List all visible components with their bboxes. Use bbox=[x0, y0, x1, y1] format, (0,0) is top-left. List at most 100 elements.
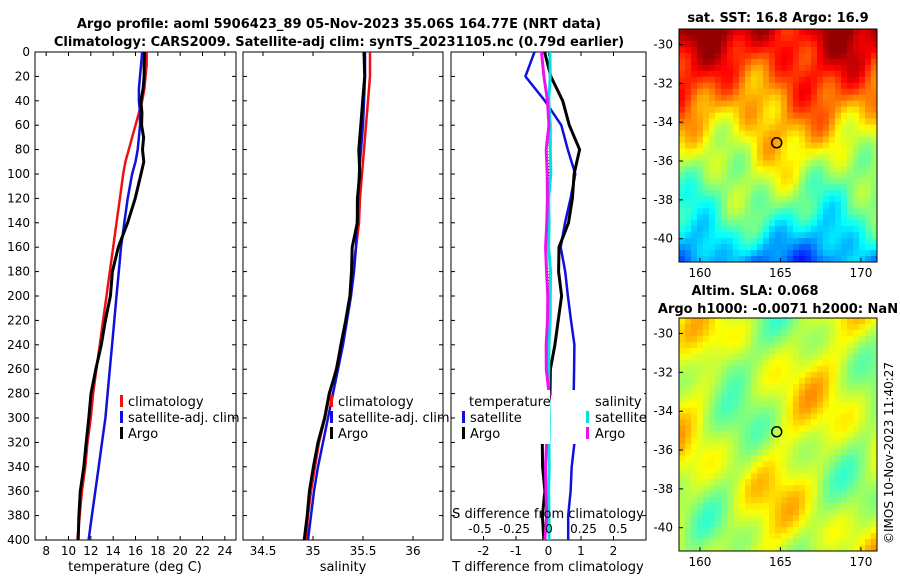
heatmap-cell bbox=[751, 461, 758, 468]
heatmap-cell bbox=[769, 347, 776, 355]
heatmap-cell bbox=[745, 318, 752, 325]
heatmap-cell bbox=[733, 318, 740, 325]
heatmap-cell bbox=[703, 425, 710, 432]
heatmap-cell bbox=[781, 196, 788, 203]
heatmap-cell bbox=[709, 166, 716, 173]
heatmap-cell bbox=[859, 46, 866, 54]
heatmap-cell bbox=[691, 34, 698, 42]
heatmap-cell bbox=[715, 318, 722, 325]
heatmap-cell bbox=[691, 539, 698, 546]
heatmap-cell bbox=[745, 130, 752, 137]
depth-tick-label: 140 bbox=[7, 216, 30, 230]
heatmap-cell bbox=[817, 443, 824, 450]
heatmap-cell bbox=[745, 94, 752, 102]
heatmap-cell bbox=[727, 341, 734, 349]
heatmap-cell bbox=[715, 244, 722, 251]
heatmap-cell bbox=[781, 425, 788, 432]
t-diff-tick-label: -1 bbox=[510, 544, 522, 558]
heatmap-cell bbox=[745, 58, 752, 66]
heatmap-cell bbox=[697, 419, 704, 426]
heatmap-cell bbox=[829, 395, 836, 403]
heatmap-cell bbox=[703, 407, 710, 414]
heatmap-cell bbox=[847, 94, 854, 102]
heatmap-cell bbox=[847, 347, 854, 355]
heatmap-cell bbox=[787, 190, 794, 197]
heatmap-cell bbox=[811, 407, 818, 414]
salinity-satellite-line bbox=[306, 52, 367, 540]
heatmap-cell bbox=[745, 34, 752, 42]
heatmap-cell bbox=[727, 202, 734, 209]
heatmap-cell bbox=[745, 335, 752, 343]
heatmap-cell bbox=[787, 353, 794, 361]
heatmap-cell bbox=[733, 214, 740, 221]
heatmap-cell bbox=[835, 401, 842, 409]
heatmap-cell bbox=[823, 250, 830, 257]
heatmap-cell bbox=[805, 389, 812, 397]
heatmap-cell bbox=[799, 395, 806, 403]
temperature-tick-label: 22 bbox=[195, 544, 210, 558]
heatmap-cell bbox=[787, 202, 794, 209]
heatmap-cell bbox=[697, 485, 704, 492]
heatmap-cell bbox=[769, 256, 776, 263]
heatmap-cell bbox=[745, 503, 752, 510]
heatmap-cell bbox=[763, 160, 770, 167]
heatmap-cell bbox=[871, 407, 878, 414]
heatmap-cell bbox=[691, 467, 698, 474]
heatmap-cell bbox=[685, 190, 692, 197]
heatmap-cell bbox=[709, 533, 716, 540]
heatmap-cell bbox=[679, 232, 686, 239]
legend-label-t-argo: Argo bbox=[470, 427, 500, 442]
heatmap-cell bbox=[685, 383, 692, 391]
heatmap-cell bbox=[763, 244, 770, 251]
heatmap-cell bbox=[793, 371, 800, 379]
s-diff-tick-label: -0.5 bbox=[468, 522, 491, 536]
heatmap-cell bbox=[853, 377, 860, 385]
heatmap-cell bbox=[721, 202, 728, 209]
heatmap-cell bbox=[769, 497, 776, 504]
heatmap-cell bbox=[835, 172, 842, 179]
heatmap-cell bbox=[805, 106, 812, 114]
sst-heatmap bbox=[679, 29, 878, 263]
heatmap-cell bbox=[829, 160, 836, 167]
heatmap-cell bbox=[757, 407, 764, 414]
title-line-2: Climatology: CARS2009. Satellite-adj cli… bbox=[54, 35, 624, 50]
heatmap-cell bbox=[853, 226, 860, 233]
heatmap-cell bbox=[799, 545, 806, 552]
heatmap-cell bbox=[733, 407, 740, 414]
heatmap-cell bbox=[691, 244, 698, 251]
heatmap-cell bbox=[865, 425, 872, 432]
heatmap-cell bbox=[781, 467, 788, 474]
heatmap-cell bbox=[745, 166, 752, 173]
heatmap-cell bbox=[721, 208, 728, 215]
heatmap-cell bbox=[745, 491, 752, 498]
heatmap-cell bbox=[751, 353, 758, 361]
heatmap-cell bbox=[793, 329, 800, 337]
heatmap-cell bbox=[811, 383, 818, 391]
heatmap-cell bbox=[799, 70, 806, 78]
temperature-tick-label: 8 bbox=[42, 544, 50, 558]
heatmap-cell bbox=[781, 359, 788, 367]
heatmap-cell bbox=[835, 58, 842, 66]
heatmap-cell bbox=[823, 82, 830, 90]
heatmap-cell bbox=[679, 431, 686, 438]
heatmap-cell bbox=[811, 148, 818, 155]
heatmap-cell bbox=[841, 208, 848, 215]
heatmap-cell bbox=[811, 443, 818, 450]
heatmap-cell bbox=[703, 497, 710, 504]
heatmap-cell bbox=[835, 70, 842, 78]
heatmap-cell bbox=[805, 359, 812, 367]
heatmap-cell bbox=[781, 389, 788, 397]
heatmap-cell bbox=[727, 238, 734, 245]
heatmap-cell bbox=[859, 130, 866, 137]
heatmap-cell bbox=[757, 52, 764, 60]
heatmap-cell bbox=[745, 112, 752, 120]
heatmap-cell bbox=[817, 118, 824, 125]
heatmap-cell bbox=[757, 82, 764, 90]
heatmap-cell bbox=[703, 220, 710, 227]
heatmap-cell bbox=[727, 100, 734, 108]
heatmap-cell bbox=[703, 431, 710, 438]
heatmap-cell bbox=[745, 52, 752, 60]
heatmap-cell bbox=[739, 154, 746, 161]
heatmap-cell bbox=[697, 533, 704, 540]
heatmap-cell bbox=[841, 76, 848, 84]
